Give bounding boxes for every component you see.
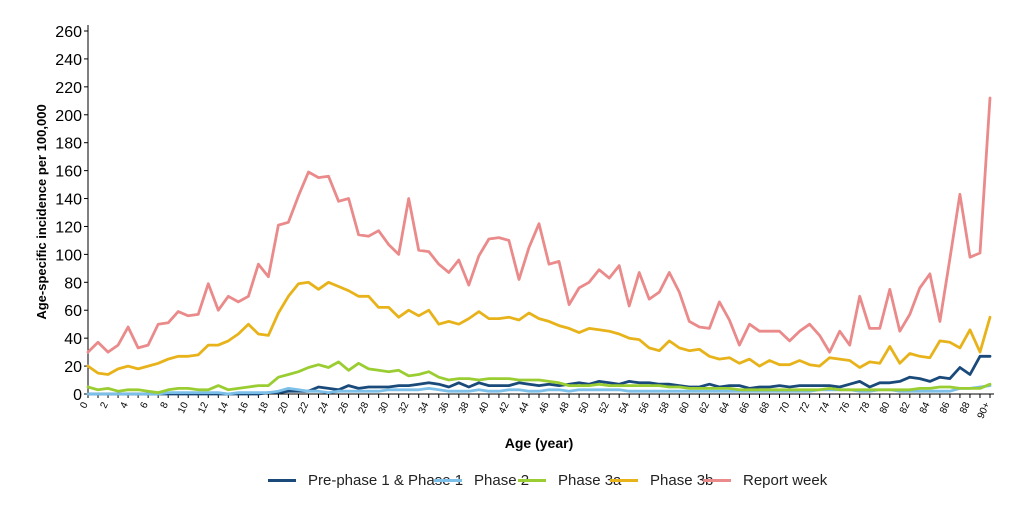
x-tick-label: 10 — [176, 400, 191, 415]
legend-item-phase-3b: Phase 3b — [610, 468, 713, 492]
legend-item-phase-2: Phase 2 — [434, 468, 529, 492]
legend-label: Phase 3a — [558, 471, 622, 489]
x-tick-label: 82 — [898, 400, 913, 415]
legend-swatch — [268, 478, 296, 482]
x-tick-label: 20 — [276, 400, 291, 415]
x-axis-label: Age (year) — [505, 435, 573, 451]
x-tick-label: 0 — [78, 400, 91, 410]
series-line-phase-3a — [86, 360, 992, 394]
x-tick-label: 78 — [858, 400, 873, 415]
x-tick-label: 84 — [918, 400, 933, 415]
legend-label: Phase 3b — [650, 471, 714, 489]
x-tick-label: 30 — [377, 400, 392, 415]
x-tick-label: 16 — [236, 400, 251, 415]
legend-swatch — [518, 478, 546, 482]
y-tick-label: 0 — [73, 387, 82, 404]
x-tick-label: 64 — [717, 400, 732, 415]
x-tick-label: 62 — [697, 400, 712, 415]
x-tick-label: 22 — [297, 400, 312, 415]
x-tick-label: 46 — [537, 400, 552, 415]
x-tick-label: 54 — [617, 400, 632, 415]
legend-swatch — [610, 478, 638, 482]
x-tick-label: 6 — [139, 400, 152, 410]
x-tick-label: 38 — [457, 400, 472, 415]
legend-swatch — [434, 478, 462, 482]
legend-swatch — [703, 478, 731, 482]
x-tick-label: 34 — [417, 400, 432, 415]
x-tick-label: 36 — [437, 400, 452, 415]
x-tick-label: 42 — [497, 400, 512, 415]
x-tick-label: 2 — [98, 400, 111, 410]
x-tick-label: 58 — [657, 400, 672, 415]
x-tick-label: 44 — [517, 400, 532, 415]
x-tick-label: 14 — [216, 400, 231, 415]
x-tick-label: 88 — [958, 400, 973, 415]
y-tick-label: 220 — [55, 80, 82, 97]
x-tick-label: 32 — [397, 400, 412, 415]
x-tick-label: 60 — [677, 400, 692, 415]
y-tick-label: 240 — [55, 52, 82, 69]
x-tick-label: 8 — [159, 400, 172, 410]
legend-label: Phase 2 — [474, 471, 530, 489]
x-tick-label: 26 — [337, 400, 352, 415]
y-tick-label: 80 — [64, 275, 82, 292]
y-tick-label: 260 — [55, 24, 82, 41]
legend-item-report-week: Report week — [703, 468, 827, 492]
x-tick-label: 28 — [357, 400, 372, 415]
x-tick-label: 40 — [477, 400, 492, 415]
y-tick-label: 60 — [64, 303, 82, 320]
legend-item-pre-phase-1-phase-1: Pre-phase 1 & Phase 1 — [268, 468, 463, 492]
x-tick-label: 68 — [758, 400, 773, 415]
y-tick-label: 120 — [55, 219, 82, 236]
legend-label: Report week — [743, 471, 828, 489]
x-tick-label: 4 — [118, 400, 131, 410]
x-tick-label: 50 — [577, 400, 592, 415]
x-tick-label: 80 — [878, 400, 893, 415]
x-tick-label: 56 — [637, 400, 652, 415]
y-tick-label: 100 — [55, 247, 82, 264]
legend-item-phase-3a: Phase 3a — [518, 468, 621, 492]
legend-label: Pre-phase 1 & Phase 1 — [308, 471, 464, 489]
y-tick-label: 40 — [64, 331, 82, 348]
x-tick-label: 18 — [256, 400, 271, 415]
x-tick-label: 52 — [597, 400, 612, 415]
legend: Pre-phase 1 & Phase 1 Phase 2 Phase 3a P… — [0, 468, 1024, 492]
y-tick-label: 140 — [55, 192, 82, 209]
y-tick-label: 20 — [64, 359, 82, 376]
x-tick-label: 76 — [838, 400, 853, 415]
series-lines — [86, 96, 992, 396]
y-tick-label: 160 — [55, 164, 82, 181]
series-line-report-week — [86, 96, 992, 354]
y-tick-label: 200 — [55, 108, 82, 125]
x-tick-label: 72 — [798, 400, 813, 415]
x-tick-label: 86 — [938, 400, 953, 415]
x-tick-label: 24 — [317, 400, 332, 415]
y-tick-label: 180 — [55, 136, 82, 153]
x-axis: 0 2 4 6 8 10 12 14 16 18 20 22 24 26 28 30 32 34 36 38 40 42 4… — [78, 393, 994, 421]
x-tick-label: 66 — [738, 400, 753, 415]
y-axis: 0 20 40 60 80 100 120 140 160 180 200 220 240 260 — [55, 24, 89, 404]
x-tick-label: 90+ — [976, 400, 993, 420]
series-line-phase-3b — [86, 280, 992, 376]
x-tick-label: 12 — [196, 400, 211, 415]
x-tick-label: 70 — [778, 400, 793, 415]
y-axis-label: Age-specific incidence per 100,000 — [34, 104, 49, 319]
x-tick-label: 48 — [557, 400, 572, 415]
x-tick-label: 74 — [818, 400, 833, 415]
